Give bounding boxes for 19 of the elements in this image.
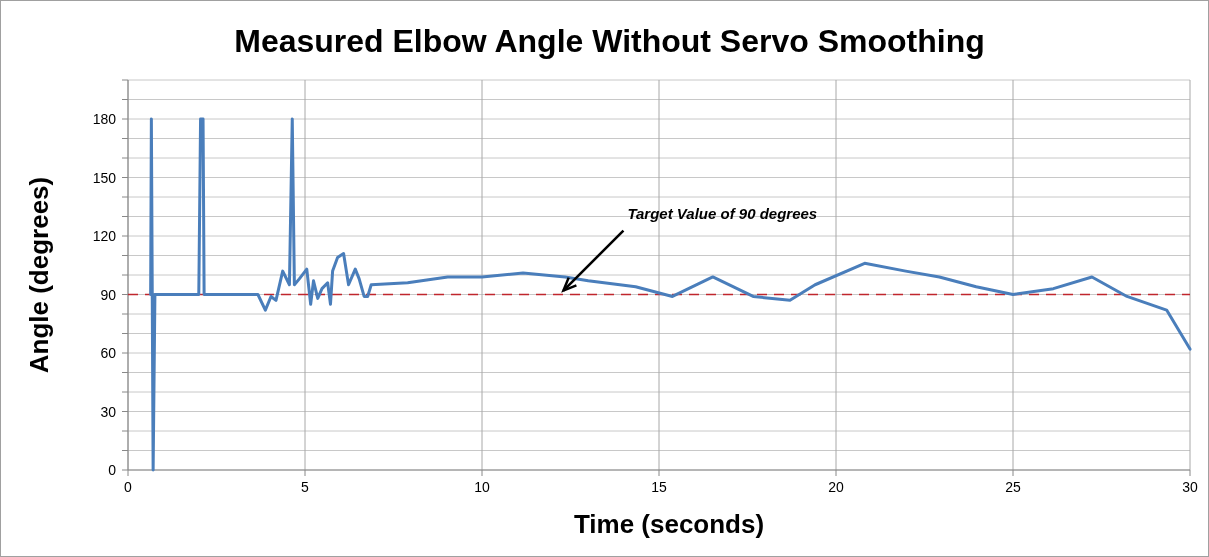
y-tick-label: 60 bbox=[100, 345, 117, 361]
y-tick-label: 180 bbox=[92, 111, 117, 127]
y-tick-label: 30 bbox=[100, 403, 117, 420]
x-tick-label: 15 bbox=[651, 479, 667, 495]
y-axis-title: Angle (degrees) bbox=[24, 176, 54, 374]
x-tick-label: 30 bbox=[1182, 479, 1198, 495]
annotation: Target Value of 90 degrees bbox=[627, 204, 818, 222]
y-tick-label: 90 bbox=[100, 286, 117, 303]
x-tick-label: 20 bbox=[828, 479, 844, 495]
x-tick-label: 5 bbox=[301, 479, 310, 495]
x-axis-title: Time (seconds) bbox=[573, 509, 765, 539]
y-tick-label: 0 bbox=[108, 462, 117, 478]
y-tick-label: 120 bbox=[92, 228, 117, 244]
chart-title: Measured Elbow Angle Without Servo Smoothing bbox=[234, 23, 985, 59]
x-tick-label: 10 bbox=[474, 479, 490, 495]
x-tick-label: 0 bbox=[124, 479, 133, 495]
line-series bbox=[149, 117, 1192, 472]
y-tick-label: 150 bbox=[92, 169, 117, 186]
x-tick-label: 25 bbox=[1005, 479, 1021, 495]
